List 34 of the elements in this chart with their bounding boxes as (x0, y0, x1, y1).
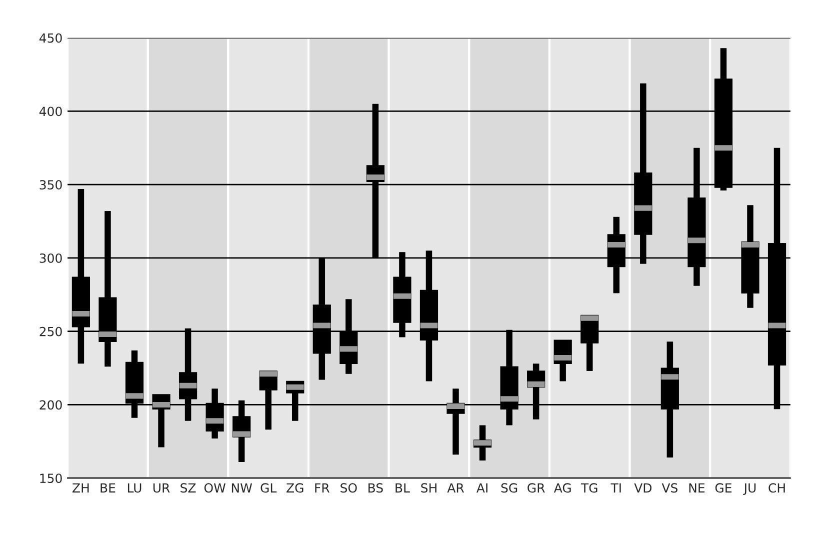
x-tick-label: NE (689, 483, 705, 492)
x-tick-label: OW (204, 483, 226, 493)
x-tick-label: BL (396, 483, 410, 492)
x-tick-label: GE (715, 483, 732, 493)
y-tick-label: 450 (39, 33, 62, 43)
x-tick-label: LU (128, 483, 142, 493)
y-tick-label: 300 (40, 253, 62, 263)
x-tick-label: SO (340, 483, 357, 493)
x-tick-label: SG (501, 483, 518, 493)
y-tick-label: 150 (40, 474, 62, 484)
x-tick-label: VD (634, 483, 652, 492)
x-tick-label: AI (476, 483, 488, 492)
x-tick-label: BE (100, 483, 116, 492)
x-tick-label: ZG (286, 483, 304, 493)
x-tick-label: GL (260, 483, 277, 493)
x-tick-label: AG (554, 483, 571, 493)
y-tick-label: 250 (40, 326, 62, 336)
x-tick-label: CH (768, 483, 785, 493)
x-tick-label: JU (743, 483, 756, 495)
y-tick-label: 400 (39, 106, 62, 116)
x-tick-label: FR (315, 483, 330, 492)
y-tick-label: 350 (40, 180, 62, 190)
x-tick-label: TI (610, 483, 621, 492)
x-tick-label: GR (528, 483, 545, 493)
x-tick-label: SZ (180, 483, 196, 493)
y-tick-label: 200 (40, 400, 62, 410)
x-tick-label: UR (153, 483, 170, 493)
x-tick-label: NW (232, 483, 252, 492)
x-tick-label: SH (421, 483, 436, 493)
x-tick-label: TG (580, 483, 598, 493)
x-tick-label: VS (662, 483, 678, 493)
x-tick-label: AR (447, 483, 464, 492)
x-tick-label: ZH (72, 483, 89, 492)
x-tick-label: BS (368, 483, 383, 493)
